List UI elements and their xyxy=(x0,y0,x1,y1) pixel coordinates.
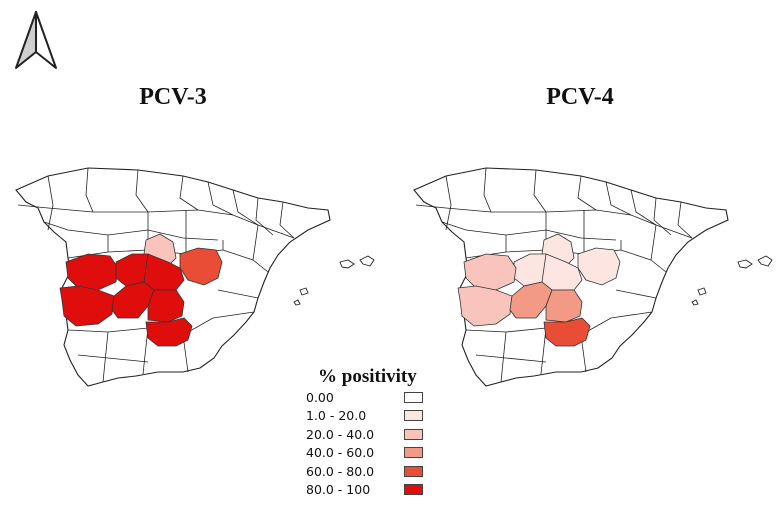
province-border xyxy=(540,327,547,375)
legend-swatch xyxy=(404,428,423,440)
province-border xyxy=(232,189,259,226)
province-border xyxy=(135,169,149,213)
island xyxy=(339,259,355,269)
province-west-b xyxy=(457,285,513,327)
province-west-a xyxy=(65,253,119,291)
legend-item: 80.0 - 100 xyxy=(306,481,436,499)
province-border xyxy=(212,311,255,319)
province-border xyxy=(605,181,632,216)
legend-swatch xyxy=(404,447,423,459)
province-border xyxy=(179,175,199,211)
province-west-a xyxy=(463,253,517,291)
island xyxy=(737,259,753,269)
legend: % positivity 0.00 1.0 - 20.0 20.0 - 40.0 40… xyxy=(306,365,436,499)
province-border xyxy=(483,167,492,213)
legend-item: 1.0 - 20.0 xyxy=(306,407,436,425)
legend-item-label: 1.0 - 20.0 xyxy=(306,408,367,424)
province-border xyxy=(533,169,547,213)
province-border xyxy=(207,181,234,216)
province-border xyxy=(142,327,149,375)
map-pcv3 xyxy=(15,167,375,387)
province-border xyxy=(445,175,452,231)
legend-swatch xyxy=(404,465,423,477)
province-border xyxy=(47,175,54,231)
legend-title: % positivity xyxy=(318,366,417,387)
province-border xyxy=(85,167,94,213)
province-border xyxy=(255,197,274,236)
province-border xyxy=(500,331,507,383)
map-pcv4 xyxy=(413,167,773,387)
island xyxy=(299,287,309,296)
map-title-pcv4: PCV-4 xyxy=(546,84,614,110)
province-border xyxy=(252,224,269,273)
province-south-center xyxy=(145,317,193,347)
legend-item-label: 60.0 - 80.0 xyxy=(306,463,375,479)
map-title-pcv3: PCV-3 xyxy=(139,84,207,110)
province-border xyxy=(650,224,667,273)
island xyxy=(697,287,707,296)
province-border xyxy=(441,221,617,241)
province-border xyxy=(102,331,109,383)
province-border xyxy=(43,221,219,241)
province-east-center xyxy=(577,247,621,286)
province-border xyxy=(17,204,295,239)
island xyxy=(293,299,301,306)
province-center-d xyxy=(147,289,185,323)
island xyxy=(359,255,375,267)
province-border xyxy=(217,289,259,299)
island xyxy=(757,255,773,267)
province-east-center xyxy=(179,247,223,286)
legend-item: 0.00 xyxy=(306,389,436,407)
legend-swatch xyxy=(404,483,423,495)
province-border xyxy=(475,354,547,363)
legend-item-label: 80.0 - 100 xyxy=(306,481,371,497)
legend-swatch xyxy=(404,392,423,403)
province-border xyxy=(615,289,657,299)
province-border xyxy=(415,204,693,239)
legend-item: 20.0 - 40.0 xyxy=(306,426,436,444)
legend-item: 60.0 - 80.0 xyxy=(306,463,436,481)
province-border xyxy=(577,175,597,211)
province-border xyxy=(279,201,295,239)
province-border xyxy=(653,197,672,236)
legend-item-label: 20.0 - 40.0 xyxy=(306,426,375,442)
province-south-center xyxy=(543,317,591,347)
province-west-b xyxy=(59,285,115,327)
island xyxy=(691,299,699,306)
legend-item-label: 0.00 xyxy=(306,390,334,405)
legend-swatch xyxy=(404,410,423,422)
province-border xyxy=(630,189,657,226)
province-border xyxy=(610,311,653,319)
legend-item-label: 40.0 - 60.0 xyxy=(306,445,375,461)
legend-item: 40.0 - 60.0 xyxy=(306,444,436,462)
province-border xyxy=(677,201,693,239)
province-border xyxy=(77,354,149,363)
north-arrow-icon xyxy=(15,11,57,69)
province-center-d xyxy=(545,289,583,323)
